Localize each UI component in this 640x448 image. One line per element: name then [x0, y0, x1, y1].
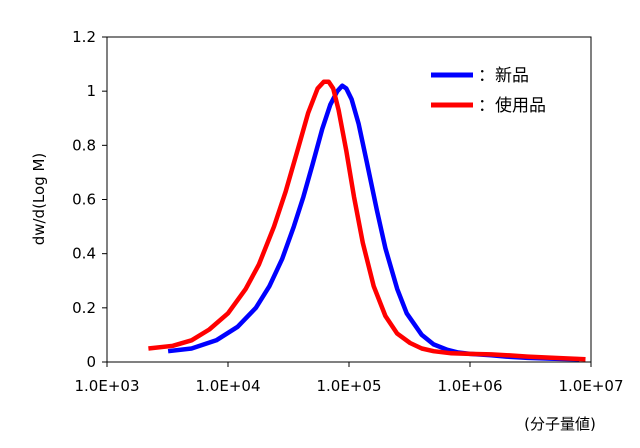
series-line-new: [167, 83, 580, 362]
x-tick-label: 1.0E+07: [559, 377, 624, 395]
x-axis-title: (分子量値): [524, 415, 596, 433]
x-tick-label: 1.0E+06: [438, 377, 503, 395]
legend-label-used: ：使用品: [478, 95, 546, 116]
y-tick-label: 1: [86, 82, 96, 100]
y-tick-label: 0.4: [72, 245, 96, 263]
legend-label-new: ：新品: [478, 66, 529, 86]
y-axis: 0 0.2 0.4 0.6 0.8 1 1.2: [72, 28, 107, 371]
series-layer: [148, 79, 586, 362]
y-tick-label: 1.2: [72, 28, 96, 46]
x-tick-label: 1.0E+04: [196, 377, 261, 395]
y-tick-label: 0.2: [72, 299, 96, 317]
y-axis-title: dw/d(Log M): [30, 153, 48, 246]
x-tick-label: 1.0E+05: [317, 377, 382, 395]
x-tick-label: 1.0E+03: [75, 377, 140, 395]
series-line-used: [148, 79, 586, 362]
y-tick-label: 0.8: [72, 136, 96, 154]
y-tick-label: 0.6: [72, 191, 96, 209]
y-tick-label: 0: [86, 353, 96, 371]
legend: ：新品 ：使用品: [431, 66, 546, 116]
x-axis: 1.0E+03 1.0E+04 1.0E+05 1.0E+06 1.0E+07: [75, 362, 624, 395]
